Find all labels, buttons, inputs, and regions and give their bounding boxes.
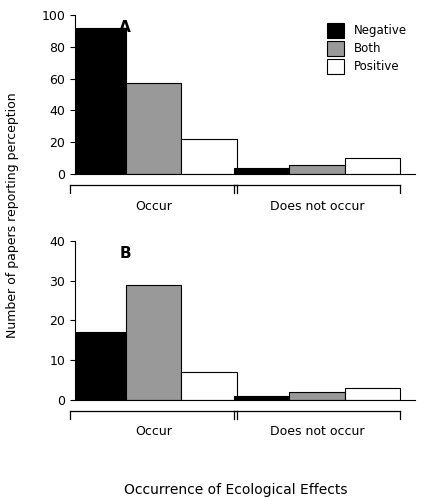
Text: Number of papers reporting perception: Number of papers reporting perception <box>6 92 19 338</box>
Text: Occur: Occur <box>135 200 172 212</box>
Bar <box>70 332 125 400</box>
Text: Does not occur: Does not occur <box>270 426 364 438</box>
Bar <box>125 84 181 174</box>
Bar <box>289 392 345 400</box>
Text: B: B <box>119 246 131 260</box>
Bar <box>70 28 125 174</box>
Text: A: A <box>119 20 131 35</box>
Bar <box>125 284 181 400</box>
Bar <box>181 139 237 174</box>
Text: Occur: Occur <box>135 426 172 438</box>
Bar <box>289 164 345 174</box>
Text: Occurrence of Ecological Effects: Occurrence of Ecological Effects <box>124 483 347 497</box>
Bar <box>234 396 289 400</box>
Bar <box>234 168 289 174</box>
Text: Does not occur: Does not occur <box>270 200 364 212</box>
Bar <box>181 372 237 400</box>
Bar <box>345 388 401 400</box>
Legend: Negative, Both, Positive: Negative, Both, Positive <box>324 21 409 76</box>
Bar <box>345 158 401 174</box>
